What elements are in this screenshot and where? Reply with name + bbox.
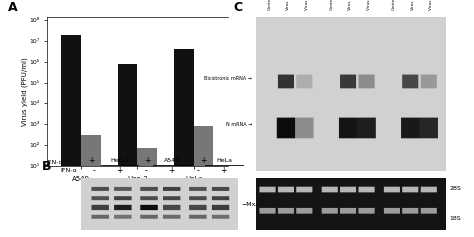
Text: Virus: Virus (348, 0, 353, 10)
Text: Control: Control (268, 0, 272, 10)
Text: B: B (42, 160, 51, 173)
Bar (62, 35, 81, 237)
Text: A: A (8, 1, 18, 14)
Text: IFN-α: IFN-α (61, 168, 77, 173)
Bar (174, 49, 194, 237)
Text: A549: A549 (164, 158, 180, 163)
Text: Virus: Virus (410, 0, 414, 10)
Text: -: - (197, 166, 200, 175)
Text: 28S: 28S (449, 186, 461, 191)
Bar (81, 135, 101, 237)
Text: +: + (116, 166, 122, 175)
Text: C: C (233, 0, 242, 14)
Text: -: - (182, 156, 185, 165)
Text: Virus + IFNα: Virus + IFNα (305, 0, 309, 10)
Text: +: + (201, 156, 207, 165)
Text: A549: A549 (72, 176, 90, 182)
Bar (194, 126, 213, 237)
Text: Virus + IFNα: Virus + IFNα (429, 0, 433, 10)
Text: -: - (93, 166, 96, 175)
Bar (137, 148, 157, 237)
Text: +: + (220, 166, 227, 175)
Text: -: - (70, 156, 73, 165)
Text: −MxA: −MxA (242, 202, 260, 207)
Text: Control: Control (330, 0, 334, 10)
Bar (118, 64, 137, 237)
Text: IFN-α: IFN-α (46, 160, 63, 165)
Text: HeLa: HeLa (216, 158, 232, 163)
Text: +: + (88, 156, 94, 165)
Text: N mRNA →: N mRNA → (226, 122, 252, 127)
Text: +: + (168, 166, 174, 175)
Text: HeLa: HeLa (185, 176, 202, 182)
Y-axis label: Virus yield (PFU/ml): Virus yield (PFU/ml) (22, 57, 28, 126)
Text: Virus + IFNα: Virus + IFNα (367, 0, 371, 10)
Text: Virus: Virus (286, 0, 291, 10)
Text: Hep-2: Hep-2 (127, 176, 148, 182)
Text: Hep-2: Hep-2 (110, 158, 129, 163)
Text: Bicistronic mRNA →: Bicistronic mRNA → (204, 76, 252, 81)
Text: +: + (144, 156, 151, 165)
Text: -: - (126, 156, 129, 165)
Text: -: - (145, 166, 148, 175)
Text: Control: Control (392, 0, 396, 10)
Text: 18S: 18S (449, 216, 461, 221)
